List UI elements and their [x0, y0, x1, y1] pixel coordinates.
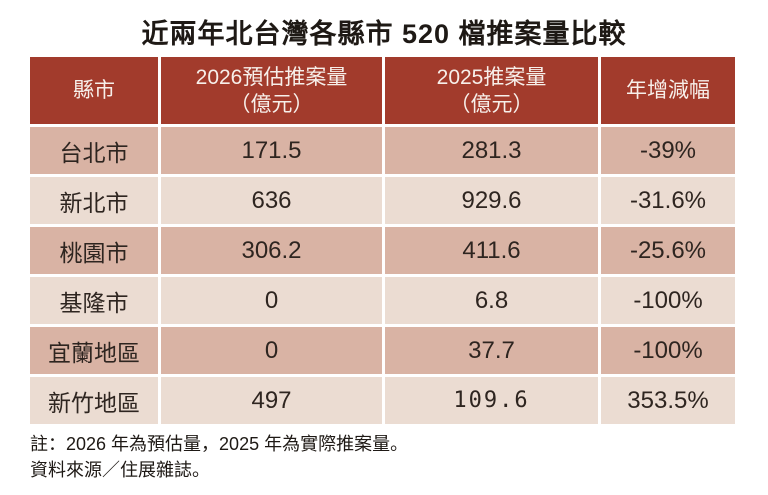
cell-yoy-value: -100%	[601, 327, 735, 374]
cell-city: 新北市	[30, 177, 158, 224]
table-row: 新北市 636 929.6 -31.6%	[30, 177, 735, 224]
cell-city: 宜蘭地區	[30, 327, 158, 374]
cell-2025-value: 411.6	[385, 227, 598, 274]
table-row: 基隆市 0 6.8 -100%	[30, 277, 735, 324]
cell-yoy-value: 353.5%	[601, 377, 735, 424]
cell-2025-value: 37.7	[385, 327, 598, 374]
cell-city: 桃園市	[30, 227, 158, 274]
cell-2026-value: 0	[161, 277, 382, 324]
table-row: 桃園市 306.2 411.6 -25.6%	[30, 227, 735, 274]
table-header: 縣市 2026預估推案量 （億元） 2025推案量 （億元） 年增減幅	[30, 57, 735, 124]
chart-title: 近兩年北台灣各縣市 520 檔推案量比較	[141, 19, 627, 49]
cell-2026-value: 636	[161, 177, 382, 224]
cell-2026-value: 497	[161, 377, 382, 424]
table-row: 宜蘭地區 0 37.7 -100%	[30, 327, 735, 374]
table-row: 新竹地區 497 109.6 353.5%	[30, 377, 735, 424]
cell-2025-value: 281.3	[385, 127, 598, 174]
column-header-label: 2025推案量	[436, 65, 547, 89]
cell-yoy-value: -31.6%	[601, 177, 735, 224]
column-header-sub: （億元）	[229, 92, 314, 116]
cell-yoy-value: -39%	[601, 127, 735, 174]
comparison-table: 縣市 2026預估推案量 （億元） 2025推案量 （億元） 年增減幅	[27, 54, 738, 427]
cell-2026-value: 171.5	[161, 127, 382, 174]
cell-2025-value: 6.8	[385, 277, 598, 324]
column-header-label: 年增減幅	[626, 79, 710, 102]
column-header-label: 縣市	[73, 79, 115, 102]
cell-2026-value: 306.2	[161, 227, 382, 274]
cell-yoy-value: -100%	[601, 277, 735, 324]
cell-city: 台北市	[30, 127, 158, 174]
cell-2026-value: 0	[161, 327, 382, 374]
cell-2025-value: 929.6	[385, 177, 598, 224]
cell-city: 基隆市	[30, 277, 158, 324]
column-header-label: 2026預估推案量	[195, 65, 348, 89]
table-row: 台北市 171.5 281.3 -39%	[30, 127, 735, 174]
header-row: 縣市 2026預估推案量 （億元） 2025推案量 （億元） 年增減幅	[30, 57, 735, 124]
footnotes: 註：2026 年為預估量，2025 年為實際推案量。 資料來源／住展雜誌。	[30, 431, 408, 483]
column-header-2025: 2025推案量 （億元）	[385, 57, 598, 124]
column-header-yoy: 年增減幅	[601, 57, 735, 124]
column-header-city: 縣市	[30, 57, 158, 124]
source-note: 資料來源／住展雜誌。	[30, 460, 210, 480]
cell-yoy-value: -25.6%	[601, 227, 735, 274]
column-header-2026: 2026預估推案量 （億元）	[161, 57, 382, 124]
column-header-sub: （億元）	[449, 92, 534, 116]
cell-city: 新竹地區	[30, 377, 158, 424]
table-body: 台北市 171.5 281.3 -39% 新北市 636 929.6 -31.6…	[30, 127, 735, 424]
footnote-estimate: 註：2026 年為預估量，2025 年為實際推案量。	[30, 434, 409, 454]
cell-2025-value: 109.6	[385, 377, 598, 424]
